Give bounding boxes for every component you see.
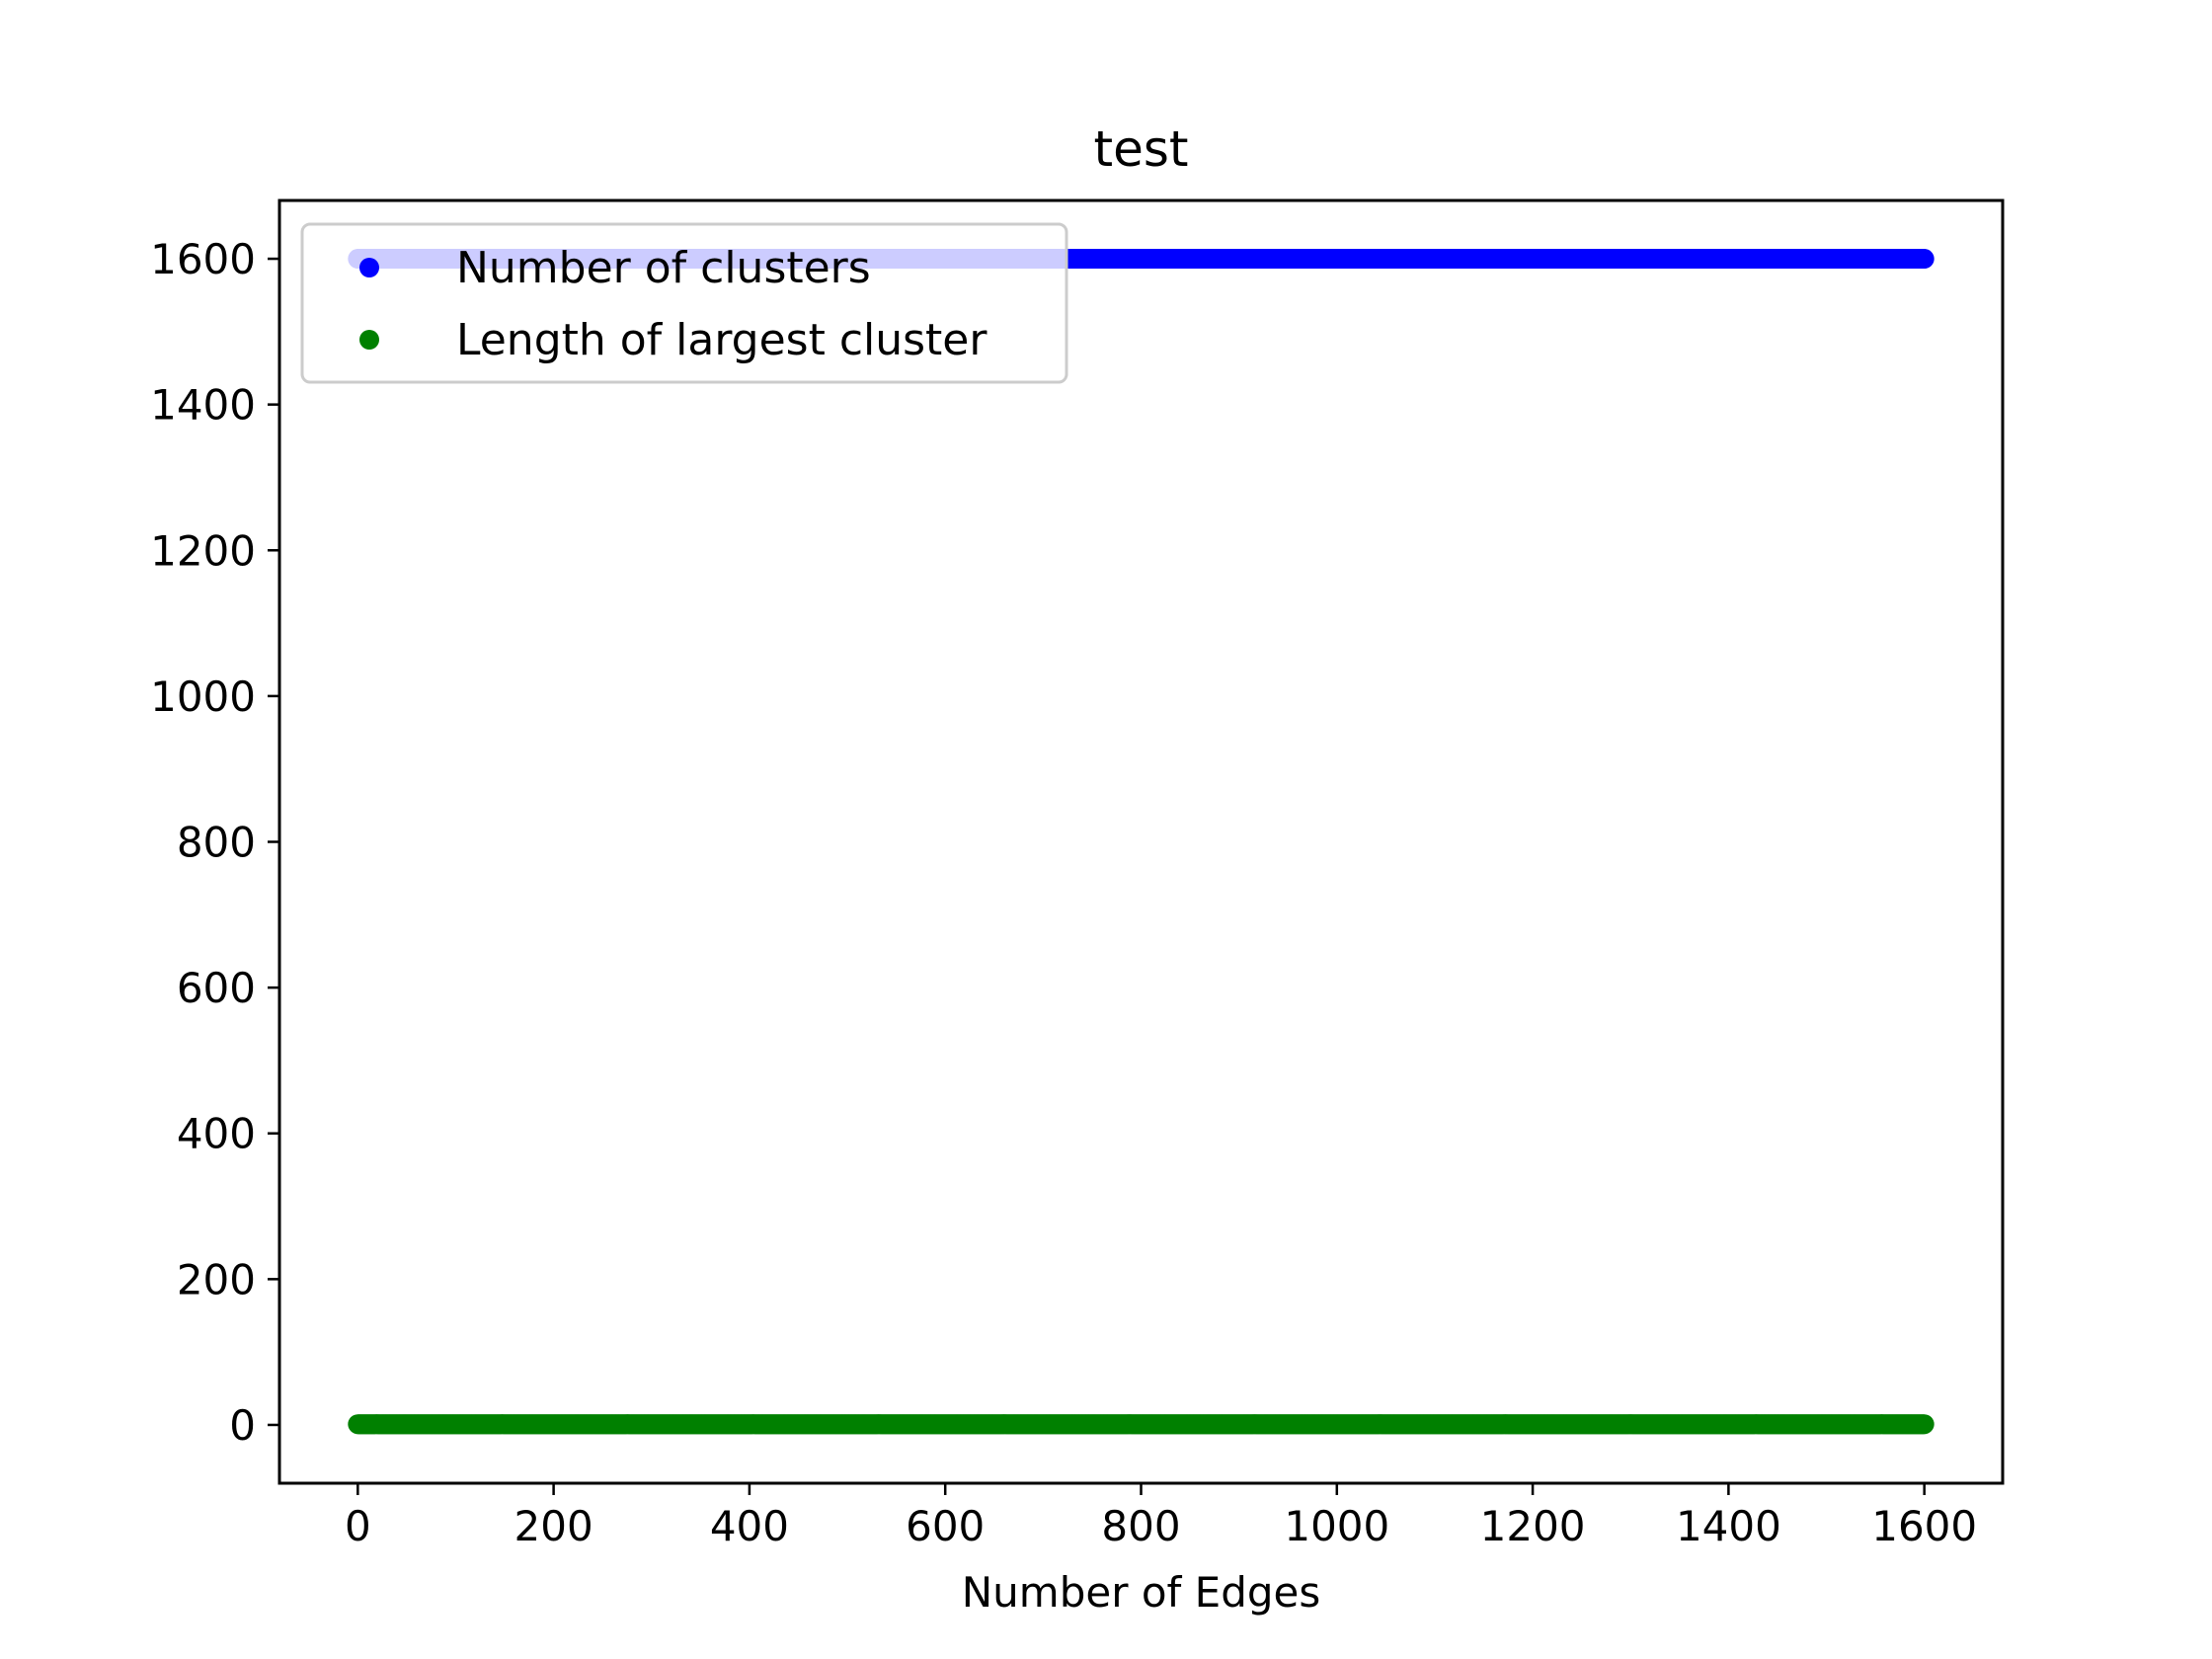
y-tick-label: 600 <box>177 964 256 1012</box>
x-tick-label: 400 <box>710 1502 789 1550</box>
y-tick-label: 0 <box>229 1401 256 1450</box>
x-tick-label: 1600 <box>1871 1502 1977 1550</box>
y-tick-label: 200 <box>177 1255 256 1304</box>
legend-box <box>300 222 1068 384</box>
x-tick-label: 1200 <box>1480 1502 1586 1550</box>
x-tick-label: 200 <box>514 1502 593 1550</box>
x-axis: 0 200 400 600 800 1000 1200 1400 1600 <box>345 1483 1977 1550</box>
y-tick-label: 1600 <box>150 235 256 283</box>
x-tick-label: 1000 <box>1284 1502 1389 1550</box>
legend-label: Number of clusters <box>456 243 871 293</box>
legend: Number of clusters Length of largest clus… <box>300 222 1068 384</box>
data-point <box>1914 1414 1935 1435</box>
series-2-points <box>348 1414 1935 1435</box>
x-axis-label: Number of Edges <box>962 1568 1320 1617</box>
legend-marker <box>359 258 379 277</box>
data-point <box>1914 249 1935 270</box>
x-tick-label: 800 <box>1101 1502 1180 1550</box>
y-tick-label: 400 <box>177 1110 256 1158</box>
x-tick-label: 600 <box>906 1502 985 1550</box>
y-tick-label: 1000 <box>150 672 256 721</box>
legend-marker <box>359 330 379 350</box>
y-tick-label: 1400 <box>150 381 256 430</box>
y-tick-label: 1200 <box>150 526 256 575</box>
y-axis: 0 200 400 600 800 1000 1200 1400 1600 <box>150 235 279 1450</box>
x-tick-label: 1400 <box>1676 1502 1781 1550</box>
x-tick-label: 0 <box>345 1502 371 1550</box>
legend-label: Length of largest cluster <box>456 315 988 365</box>
chart-title: test <box>1093 120 1188 178</box>
y-tick-label: 800 <box>177 819 256 867</box>
